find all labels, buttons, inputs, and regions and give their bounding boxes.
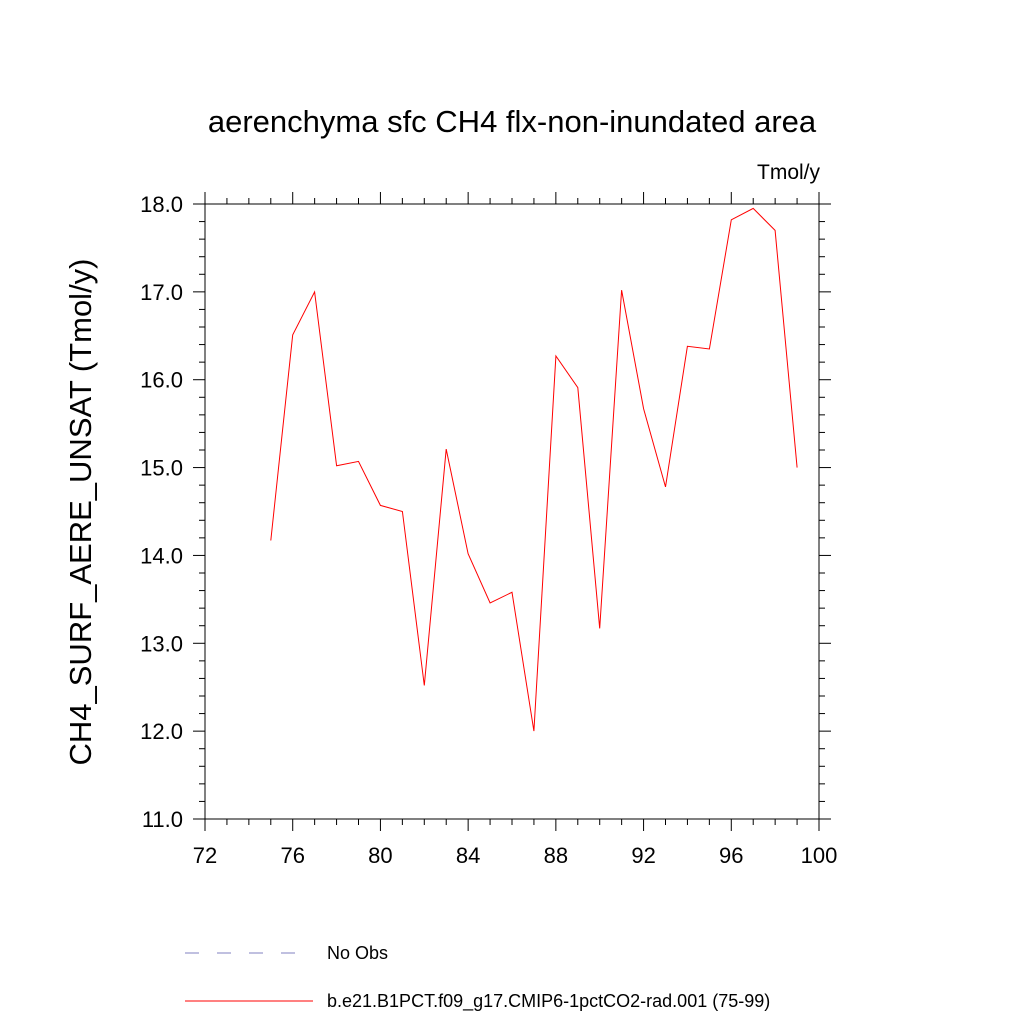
y-tick-label: 13.0: [140, 631, 183, 656]
x-tick-label: 76: [280, 843, 304, 868]
y-tick-label: 12.0: [140, 719, 183, 744]
x-tick-label: 96: [719, 843, 743, 868]
x-tick-label: 88: [544, 843, 568, 868]
x-tick-label: 92: [631, 843, 655, 868]
legend: No Obs b.e21.B1PCT.f09_g17.CMIP6-1pctCO2-…: [185, 943, 770, 1012]
chart-title: aerenchyma sfc CH4 flx-non-inundated are…: [208, 104, 817, 139]
x-tick-label: 72: [193, 843, 217, 868]
y-axis-label: CH4_SURF_AERE_UNSAT (Tmol/y): [63, 258, 98, 765]
y-tick-label: 18.0: [140, 192, 183, 217]
y-tick-label: 17.0: [140, 280, 183, 305]
x-tick-label: 80: [368, 843, 392, 868]
y-tick-label: 16.0: [140, 368, 183, 393]
series-line: [270, 207, 798, 732]
x-tick-label: 84: [456, 843, 480, 868]
legend-label: No Obs: [327, 943, 388, 963]
axes: [204, 203, 820, 820]
plot-frame: [204, 203, 820, 820]
units-label: Tmol/y: [757, 161, 821, 184]
series-lines: [270, 207, 798, 732]
legend-label: b.e21.B1PCT.f09_g17.CMIP6-1pctCO2-rad.00…: [327, 991, 770, 1012]
y-tick-label: 14.0: [140, 543, 183, 568]
x-tick-label: 100: [801, 843, 838, 868]
y-tick-label: 11.0: [142, 807, 183, 832]
y-tick-label: 15.0: [140, 456, 183, 481]
axis-ticks: 72 76 80 84 88 92 96 100 11.0 12.0 13.0 14.0 15.0 16.…: [140, 192, 837, 868]
